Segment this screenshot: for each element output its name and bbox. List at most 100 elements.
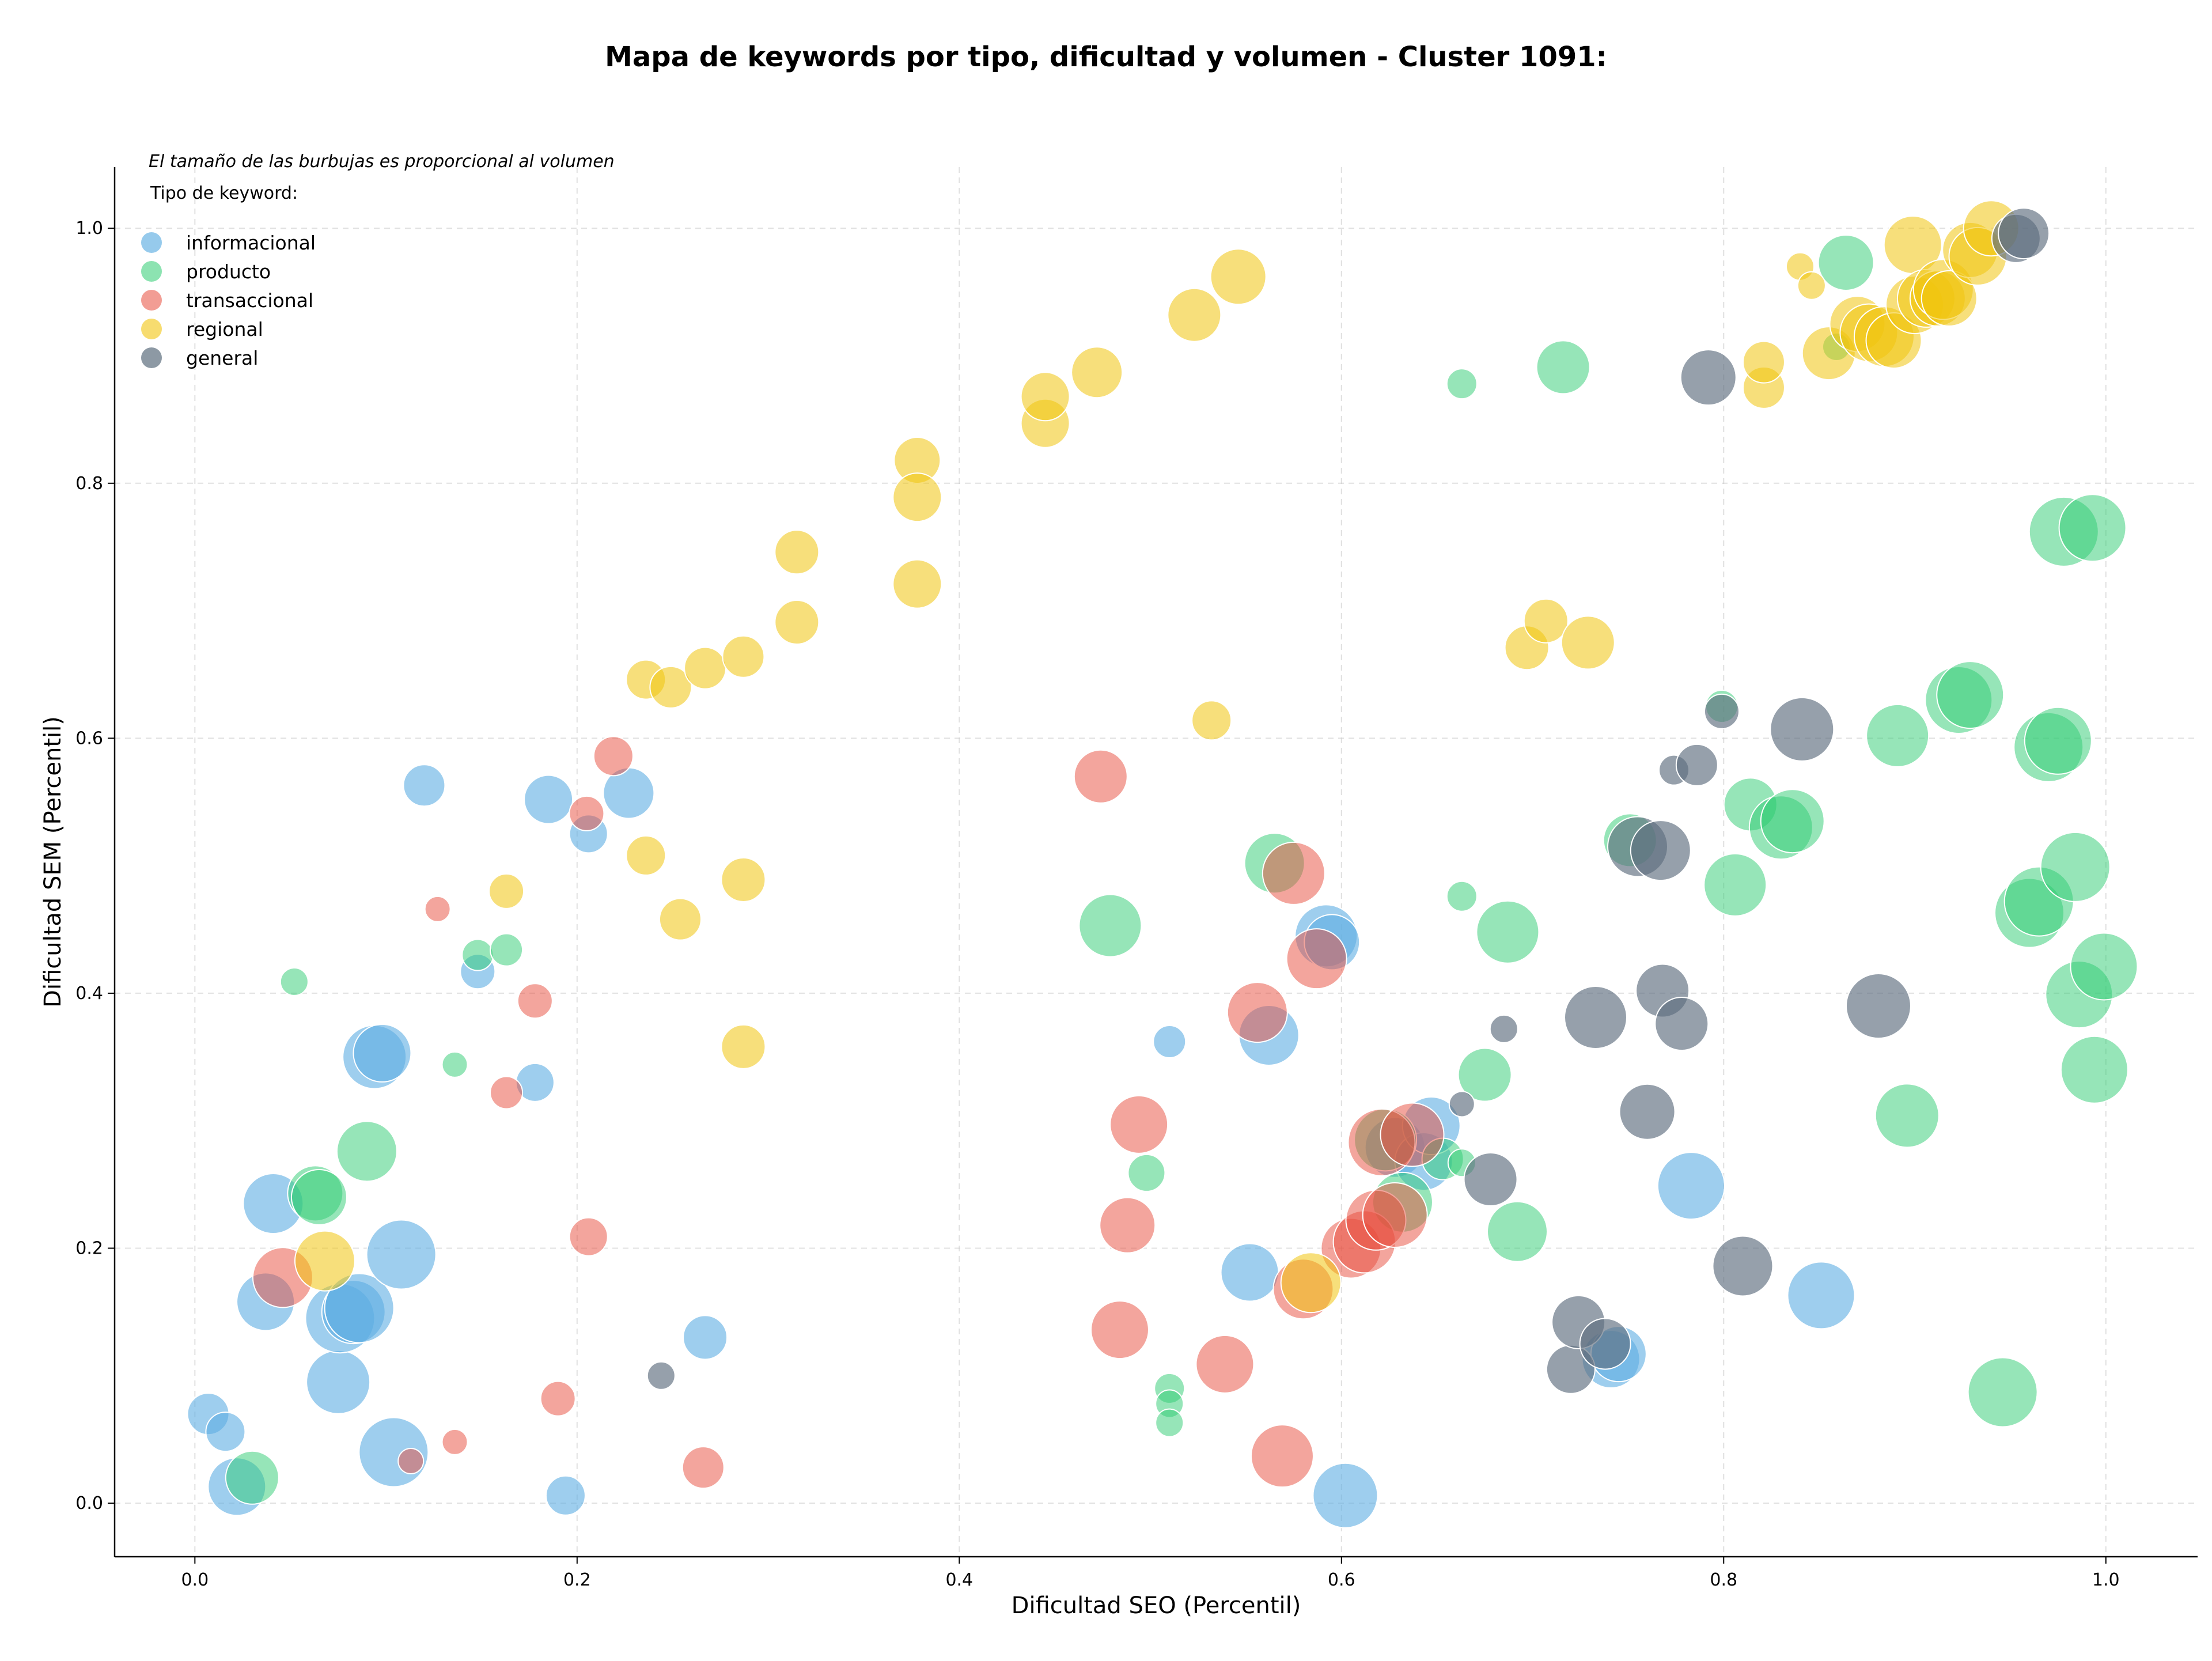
bubble-producto <box>1866 703 1930 767</box>
bubble-transaccional <box>1090 1300 1149 1360</box>
legend-label-producto: producto <box>186 260 271 283</box>
y-axis-label: Dificultad SEM (Percentil) <box>40 716 66 1008</box>
bubble-general <box>1675 743 1718 786</box>
y-tick-label: 0.4 <box>75 983 103 1004</box>
bubble-regional <box>892 472 942 523</box>
legend-label-informacional: informacional <box>186 232 316 254</box>
bubble-informacional <box>683 1315 728 1360</box>
bubble-producto <box>290 1168 347 1225</box>
bubble-general <box>646 1361 676 1390</box>
bubble-producto <box>2070 932 2138 1001</box>
bubble-transaccional <box>593 736 634 777</box>
bubble-general <box>1770 697 1835 762</box>
bubble-regional <box>684 646 727 690</box>
bubble-regional <box>1020 372 1070 422</box>
bubble-regional <box>721 857 766 902</box>
bubble-general <box>1703 693 1740 729</box>
bubble-regional <box>892 559 942 609</box>
bubble-informacional <box>1787 1261 1855 1330</box>
legend-marker-transaccional <box>141 290 162 311</box>
bubble-informacional <box>403 764 446 807</box>
bubble-regional <box>774 529 820 575</box>
legend-title: Tipo de keyword: <box>150 183 298 203</box>
bubble-producto <box>1760 789 1825 854</box>
bubble-transaccional <box>517 983 553 1019</box>
bubble-general <box>1463 1152 1518 1206</box>
legend-label-regional: regional <box>186 318 263 340</box>
bubble-regional <box>1071 346 1123 399</box>
bubble-transaccional <box>1099 1197 1156 1254</box>
bubble-layer <box>187 200 2138 1528</box>
bubble-regional <box>1742 340 1785 384</box>
bubble-producto <box>2024 706 2092 775</box>
bubble-informacional <box>1657 1152 1725 1220</box>
bubble-transaccional <box>397 1448 425 1475</box>
bubble-general <box>1630 820 1691 881</box>
bubble-informacional <box>545 1475 586 1516</box>
bubble-general <box>1619 1083 1676 1140</box>
bubble-transaccional <box>490 1076 524 1110</box>
legend: informacional producto transaccional region… <box>141 232 316 369</box>
bubble-regional <box>1280 1252 1342 1314</box>
bubble-informacional <box>324 1273 395 1344</box>
bubble-general <box>1680 349 1737 406</box>
bubble-regional <box>1523 598 1569 644</box>
bubble-transaccional <box>441 1428 468 1455</box>
bubble-producto <box>461 939 494 971</box>
legend-label-transaccional: transaccional <box>186 289 313 312</box>
y-tick-label: 0.6 <box>75 728 103 748</box>
bubble-regional <box>721 1024 766 1069</box>
bubble-size-note: El tamaño de las burbujas es proporciona… <box>149 152 615 172</box>
bubble-general <box>1564 985 1628 1049</box>
series-regional <box>294 200 2020 1314</box>
bubble-producto <box>1703 853 1767 917</box>
y-tick-label: 0.2 <box>75 1238 103 1258</box>
bubble-producto <box>225 1450 279 1505</box>
bubble-transaccional <box>1262 841 1325 905</box>
bubble-producto <box>1446 880 1478 912</box>
bubble-producto <box>2040 831 2111 902</box>
bubble-transaccional <box>1286 928 1347 990</box>
legend-marker-informacional <box>141 232 162 253</box>
bubble-regional <box>1191 700 1232 741</box>
bubble-regional <box>294 1230 355 1292</box>
bubble-producto <box>1536 340 1590 395</box>
bubble-general <box>1579 1318 1631 1370</box>
bubble-producto <box>1078 894 1142 958</box>
bubble-transaccional <box>1362 1182 1428 1248</box>
bubble-transaccional <box>569 795 605 831</box>
legend-marker-producto <box>141 261 162 282</box>
bubble-producto <box>1446 368 1478 400</box>
bubble-informacional <box>1220 1243 1279 1302</box>
bubble-regional <box>1921 270 1978 327</box>
axis-ticks: 0.0 0.2 0.4 0.6 0.8 1.0 0.0 0.2 0.4 0.6 0.8 1.0 <box>75 218 2119 1590</box>
bubble-regional <box>1797 271 1826 300</box>
bubble-producto <box>1936 661 2005 729</box>
chart-title: Mapa de keywords por tipo, dificultad y … <box>605 41 1607 73</box>
bubble-informacional <box>205 1412 246 1452</box>
bubble-transaccional <box>540 1380 576 1417</box>
legend-marker-general <box>141 347 162 368</box>
x-tick-label: 0.0 <box>181 1570 209 1590</box>
x-tick-label: 0.2 <box>563 1570 591 1590</box>
bubble-transaccional <box>424 895 451 922</box>
bubble-producto <box>1817 234 1874 291</box>
bubble-general <box>1654 997 1709 1051</box>
x-axis-label: Dificultad SEO (Percentil) <box>1012 1592 1301 1619</box>
x-tick-label: 0.8 <box>1710 1570 1737 1590</box>
bubble-transaccional <box>1109 1095 1169 1154</box>
bubble-regional <box>1560 615 1615 670</box>
bubble-general <box>1712 1235 1774 1297</box>
bubble-transaccional <box>1226 982 1288 1043</box>
bubble-producto <box>2058 494 2127 562</box>
bubble-informacional <box>366 1219 437 1290</box>
bubble-informacional <box>1312 1462 1378 1528</box>
grid-lines <box>115 167 2198 1557</box>
bubble-producto <box>1457 1047 1512 1102</box>
series-general <box>646 207 2050 1394</box>
bubble-regional <box>1167 287 1222 342</box>
bubble-transaccional <box>569 1217 608 1257</box>
bubble-regional <box>774 599 820 645</box>
bubble-general <box>1448 1091 1475 1118</box>
